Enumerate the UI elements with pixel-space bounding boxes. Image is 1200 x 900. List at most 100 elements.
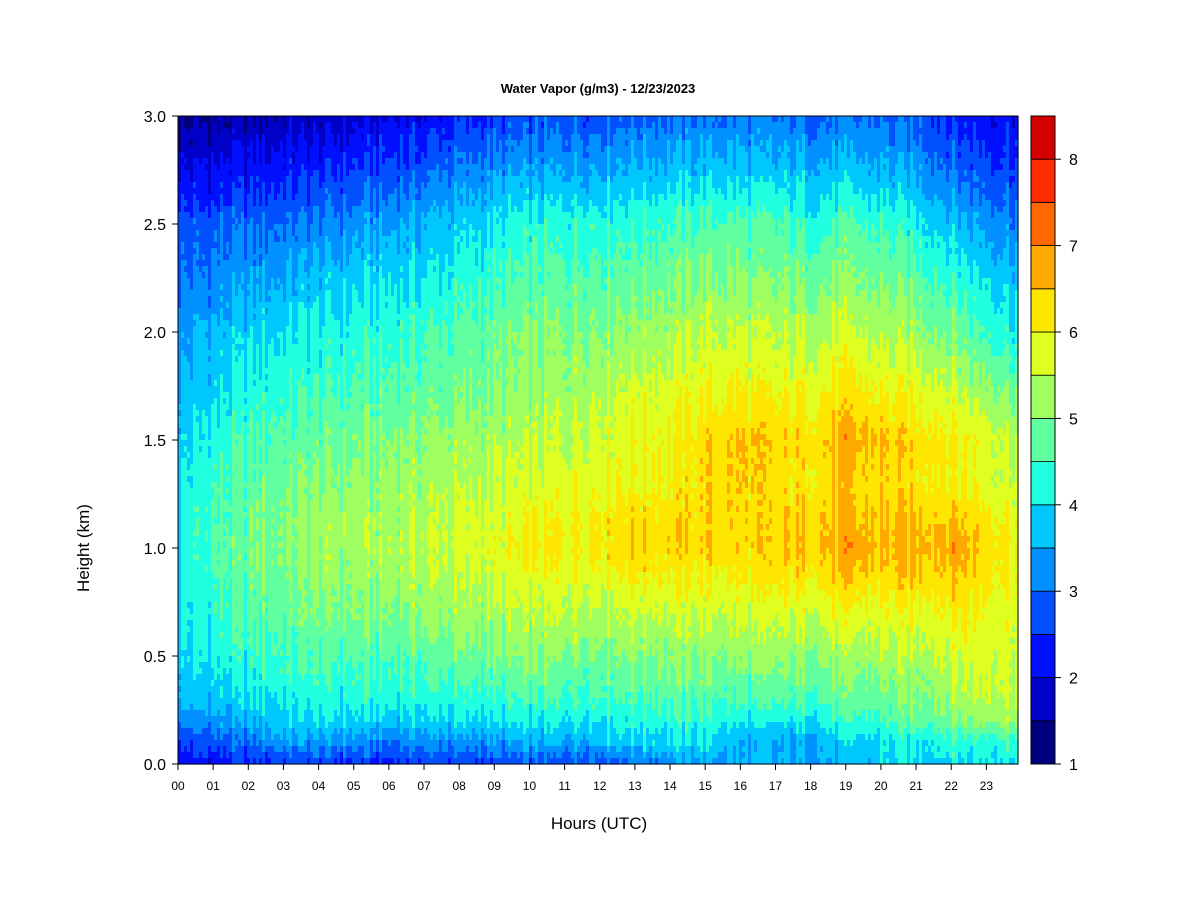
heatmap-cell xyxy=(796,116,800,123)
heatmap-cell xyxy=(781,140,785,147)
heatmap-cell xyxy=(658,146,662,153)
heatmap-cell xyxy=(934,140,938,147)
heatmap-cell xyxy=(532,146,536,153)
heatmap-cell xyxy=(508,146,512,153)
heatmap-cell xyxy=(334,152,338,159)
heatmap-cell xyxy=(214,140,218,147)
heatmap-cell xyxy=(217,122,221,129)
heatmap-cell xyxy=(346,116,350,123)
heatmap-cell xyxy=(184,146,188,153)
heatmap-cell xyxy=(727,152,731,159)
heatmap-cell xyxy=(913,140,917,147)
heatmap-cell xyxy=(877,116,881,123)
heatmap-cell xyxy=(622,122,626,129)
heatmap-cell xyxy=(442,122,446,129)
heatmap-cell xyxy=(811,146,815,153)
heatmap-cell xyxy=(724,122,728,129)
heatmap-cell xyxy=(403,134,407,141)
heatmap-cell xyxy=(394,170,398,177)
heatmap-cell xyxy=(481,122,485,129)
heatmap-cell xyxy=(1006,158,1010,165)
heatmap-cell xyxy=(760,128,764,135)
heatmap-cell xyxy=(898,152,902,159)
heatmap-cell xyxy=(319,164,323,171)
heatmap-cell xyxy=(595,146,599,153)
heatmap-cell xyxy=(421,140,425,147)
heatmap-cell xyxy=(406,134,410,141)
heatmap-cell xyxy=(634,122,638,129)
heatmap-cell xyxy=(610,170,614,177)
heatmap-cell xyxy=(781,158,785,165)
heatmap-cell xyxy=(916,128,920,135)
heatmap-cell xyxy=(760,122,764,129)
heatmap-cell xyxy=(682,122,686,129)
heatmap-cell xyxy=(925,146,929,153)
heatmap-cell xyxy=(952,152,956,159)
heatmap-cell xyxy=(427,116,431,123)
heatmap-cell xyxy=(526,158,530,165)
heatmap-cell xyxy=(784,158,788,165)
heatmap-cell xyxy=(328,158,332,165)
heatmap-cell xyxy=(766,122,770,129)
heatmap-cell xyxy=(646,140,650,147)
heatmap-cell xyxy=(403,164,407,171)
heatmap-cell xyxy=(952,140,956,147)
heatmap-cell xyxy=(853,164,857,171)
heatmap-cell xyxy=(223,164,227,171)
heatmap-cell xyxy=(949,122,953,129)
heatmap-cell xyxy=(265,134,269,141)
heatmap-cell xyxy=(616,140,620,147)
heatmap-cell xyxy=(973,128,977,135)
heatmap-cell xyxy=(910,134,914,141)
heatmap-cell xyxy=(916,164,920,171)
heatmap-cell xyxy=(661,140,665,147)
heatmap-cell xyxy=(670,170,674,177)
heatmap-cell xyxy=(577,152,581,159)
heatmap-cell xyxy=(571,140,575,147)
heatmap-cell xyxy=(550,170,554,177)
heatmap-cell xyxy=(628,164,632,171)
heatmap-cell xyxy=(805,146,809,153)
heatmap-cell xyxy=(262,122,266,129)
heatmap-cell xyxy=(874,164,878,171)
heatmap-cell xyxy=(220,170,224,177)
heatmap-cell xyxy=(241,122,245,129)
heatmap-cell xyxy=(931,164,935,171)
heatmap-cell xyxy=(604,170,608,177)
heatmap-cell xyxy=(943,140,947,147)
heatmap-cell xyxy=(187,164,191,171)
heatmap-cell xyxy=(511,134,515,141)
heatmap-cell xyxy=(604,152,608,159)
heatmap-cell xyxy=(796,164,800,171)
heatmap-cell xyxy=(349,134,353,141)
heatmap-cell xyxy=(475,170,479,177)
heatmap-cell xyxy=(658,116,662,123)
heatmap-cell xyxy=(631,164,635,171)
heatmap-cell xyxy=(619,170,623,177)
heatmap-cell xyxy=(526,116,530,123)
heatmap-cell xyxy=(364,164,368,171)
heatmap-cell xyxy=(769,146,773,153)
heatmap-cell xyxy=(769,122,773,129)
heatmap-cell xyxy=(286,128,290,135)
heatmap-cell xyxy=(793,134,797,141)
heatmap-cell xyxy=(544,170,548,177)
heatmap-cell xyxy=(952,116,956,123)
heatmap-cell xyxy=(709,140,713,147)
heatmap-cell xyxy=(310,122,314,129)
heatmap-cell xyxy=(184,140,188,147)
heatmap-cell xyxy=(421,122,425,129)
heatmap-cell xyxy=(478,158,482,165)
heatmap-cell xyxy=(856,146,860,153)
heatmap-cell xyxy=(241,128,245,135)
heatmap-cell xyxy=(388,128,392,135)
heatmap-plot-area xyxy=(178,116,1019,765)
heatmap-cell xyxy=(961,122,965,129)
heatmap-cell xyxy=(640,128,644,135)
heatmap-cell xyxy=(697,146,701,153)
heatmap-cell xyxy=(934,134,938,141)
heatmap-cell xyxy=(703,122,707,129)
heatmap-cell xyxy=(1003,134,1007,141)
heatmap-cell xyxy=(967,164,971,171)
heatmap-cell xyxy=(274,170,278,177)
